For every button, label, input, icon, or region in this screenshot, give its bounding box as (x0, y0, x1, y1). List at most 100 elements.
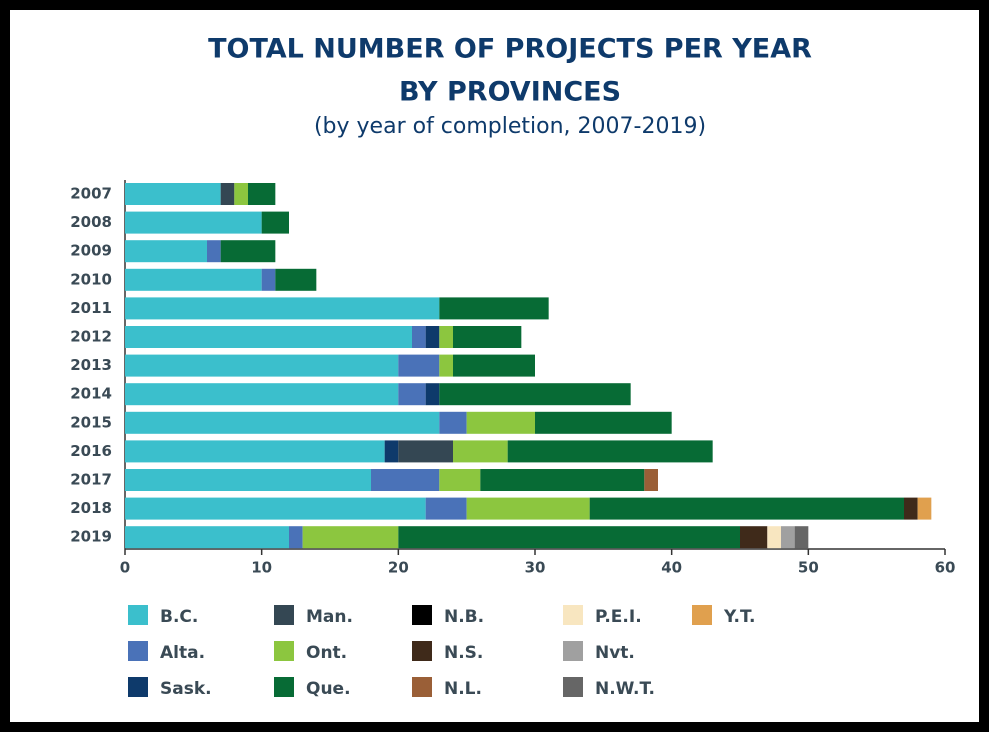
bar-segment (125, 440, 385, 463)
bar-segment (207, 240, 221, 263)
bar-segment (248, 183, 276, 205)
legend-label: Ont. (306, 643, 347, 663)
legend-label: Sask. (160, 679, 212, 699)
legend-swatch (128, 641, 148, 661)
x-tick-label: 0 (120, 559, 130, 577)
bar-segment (261, 211, 289, 234)
bar-segment (425, 383, 440, 406)
bar-segment (384, 440, 399, 463)
legend-swatch (563, 641, 583, 661)
legend-label: Man. (306, 607, 353, 627)
bar-segment (439, 383, 631, 406)
legend-label: N.L. (444, 679, 482, 699)
bar-segment (398, 440, 453, 463)
x-tick-label: 60 (935, 559, 956, 577)
bar-segment (125, 297, 440, 320)
legend-swatch (692, 605, 712, 625)
x-tick-label: 10 (251, 559, 272, 577)
bar-segment (220, 240, 276, 263)
bar-segment (125, 411, 440, 434)
y-tick-label: 2012 (70, 328, 112, 346)
legend-swatch (128, 605, 148, 625)
legend-label: N.S. (444, 643, 483, 663)
bar-segment (466, 497, 590, 520)
bar-segment (453, 354, 535, 377)
y-tick-label: 2019 (70, 528, 112, 546)
legend-swatch (412, 641, 432, 661)
y-tick-label: 2008 (70, 213, 112, 231)
bar-segment (398, 383, 426, 406)
bar-segment (125, 497, 426, 520)
x-tick-label: 50 (798, 559, 819, 577)
legend-swatch (274, 641, 294, 661)
bar-segment (220, 183, 235, 205)
bar-segment (398, 354, 440, 377)
y-tick-label: 2007 (70, 185, 112, 203)
y-tick-label: 2011 (70, 299, 112, 317)
bar-segment (439, 411, 467, 434)
y-tick-label: 2017 (70, 471, 112, 489)
legend-swatch (412, 677, 432, 697)
legend-label: Nvt. (595, 643, 635, 663)
bar-segment (480, 469, 645, 491)
bar-segment (398, 526, 740, 549)
bar-segment (466, 411, 535, 434)
x-tick-label: 40 (661, 559, 682, 577)
legend-label: P.E.I. (595, 607, 642, 627)
bar-segment (371, 469, 440, 491)
y-tick-label: 2009 (70, 242, 112, 260)
chart-subtitle: (by year of completion, 2007-2019) (314, 114, 706, 139)
bar-segment (125, 240, 207, 263)
bar-segment (125, 268, 262, 291)
bar-segment (644, 469, 658, 491)
bar-segment (794, 526, 809, 549)
bar-segment (740, 526, 768, 549)
bar-segment (125, 469, 371, 491)
bar-segment (767, 526, 781, 549)
legend-swatch (128, 677, 148, 697)
bar-segment (453, 440, 508, 463)
bar-segment (125, 326, 412, 348)
bar-segment (439, 354, 453, 377)
legend-swatch (274, 677, 294, 697)
bar-segment (781, 526, 795, 549)
legend-swatch (563, 605, 583, 625)
legend-label: Que. (306, 679, 351, 699)
bar-segment (125, 383, 399, 406)
x-tick-label: 20 (388, 559, 409, 577)
bar-segment (125, 183, 221, 205)
legend-label: B.C. (160, 607, 198, 627)
legend-label: Y.T. (723, 607, 755, 627)
bar-segment (289, 526, 303, 549)
y-tick-label: 2013 (70, 356, 112, 374)
bar-segment (439, 469, 481, 491)
y-tick-label: 2010 (70, 270, 112, 288)
legend-label: N.W.T. (595, 679, 655, 699)
y-tick-label: 2014 (70, 385, 112, 403)
bar-segment (439, 326, 453, 348)
legend-swatch (412, 605, 432, 625)
x-tick-label: 30 (525, 559, 546, 577)
bar-segment (261, 268, 276, 291)
bar-segment (302, 526, 399, 549)
legend-label: N.B. (444, 607, 484, 627)
y-tick-label: 2018 (70, 499, 112, 517)
legend-swatch (274, 605, 294, 625)
legend-swatch (563, 677, 583, 697)
bar-segment (125, 526, 289, 549)
y-tick-label: 2016 (70, 442, 112, 460)
legend-label: Alta. (160, 643, 205, 663)
bar-segment (439, 297, 549, 320)
bar-segment (535, 411, 672, 434)
bar-segment (425, 497, 467, 520)
y-tick-label: 2015 (70, 413, 112, 431)
bar-segment (589, 497, 904, 520)
bar-segment (412, 326, 426, 348)
bar-segment (234, 183, 248, 205)
bar-segment (125, 354, 399, 377)
bar-segment (275, 268, 317, 291)
bar-segment (453, 326, 522, 348)
chart-title: BY PROVINCES (399, 77, 621, 108)
